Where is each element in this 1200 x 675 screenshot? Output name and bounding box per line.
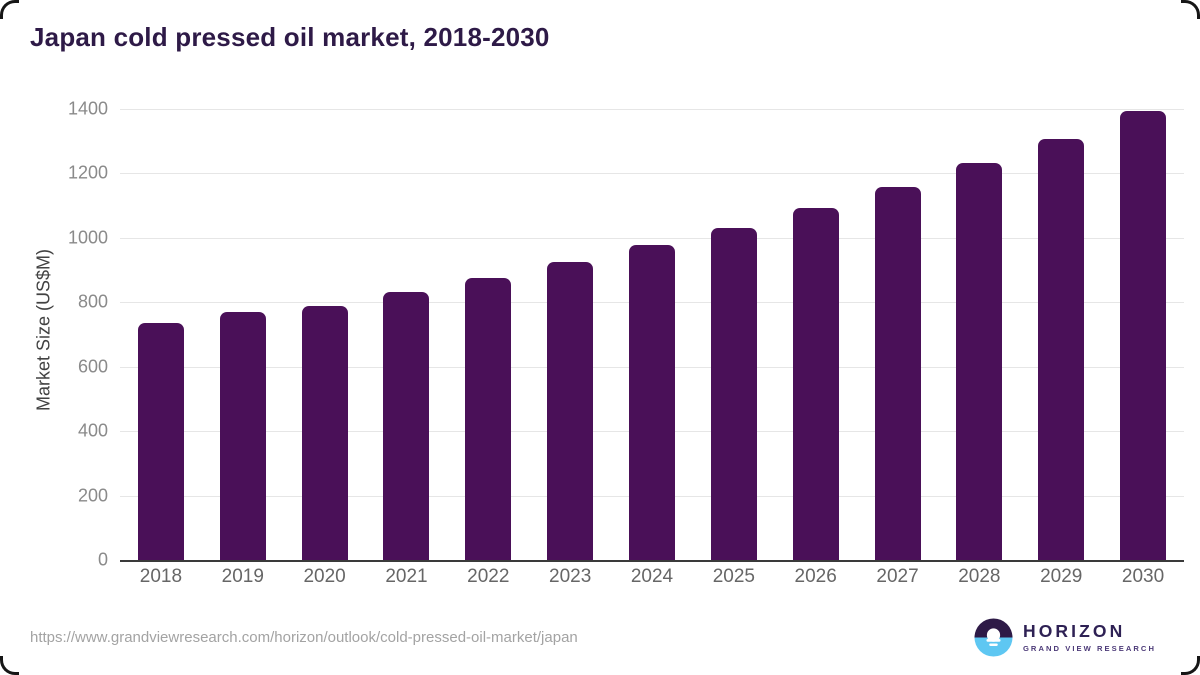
rounded-corner-top-right bbox=[1181, 0, 1200, 19]
horizon-logo-tagline: GRAND VIEW RESEARCH bbox=[1022, 643, 1156, 653]
x-tick-label-2028: 2028 bbox=[958, 566, 1001, 587]
x-tick-label-2020: 2020 bbox=[303, 566, 346, 587]
bar-2029 bbox=[1038, 138, 1085, 560]
x-axis-tick-labels: 2018 2019 2020 2021 2022 2023 2024 2025 2026 2027… bbox=[120, 566, 1184, 588]
bar-2022 bbox=[465, 277, 512, 560]
bar-2024 bbox=[628, 245, 675, 560]
rounded-corner-top-left bbox=[0, 0, 19, 19]
bar-slot-2020 bbox=[284, 109, 366, 560]
source-url: https://www.grandviewresearch.com/horizo… bbox=[30, 629, 578, 646]
y-tick-label-400: 400 bbox=[77, 420, 108, 441]
bar-slot-2030 bbox=[1102, 109, 1184, 560]
x-tick-label-2030: 2030 bbox=[1121, 566, 1165, 587]
rounded-corner-bottom-right bbox=[1181, 656, 1200, 675]
gridline-1200 bbox=[120, 173, 1184, 175]
plot-area bbox=[120, 109, 1184, 562]
horizon-logo-name: HORIZON bbox=[1022, 621, 1126, 642]
bar-slot-2027 bbox=[857, 109, 939, 560]
bar-2026 bbox=[792, 208, 839, 560]
bar-series bbox=[120, 109, 1184, 560]
bar-2030 bbox=[1120, 110, 1167, 560]
bar-2020 bbox=[301, 305, 348, 560]
bar-2023 bbox=[547, 262, 594, 560]
gridline-1400 bbox=[120, 109, 1184, 110]
bar-2028 bbox=[956, 163, 1003, 560]
x-tick-label-2025: 2025 bbox=[712, 566, 755, 587]
bar-slot-2018 bbox=[120, 109, 202, 560]
x-tick-label-2024: 2024 bbox=[630, 566, 674, 587]
bar-slot-2029 bbox=[1020, 109, 1102, 560]
bar-slot-2026 bbox=[775, 109, 857, 560]
y-axis-tick-labels: 0 200 400 600 800 1000 1200 1400 bbox=[0, 99, 108, 570]
x-tick-label-2018: 2018 bbox=[139, 566, 183, 587]
y-tick-label-200: 200 bbox=[77, 485, 108, 506]
horizon-logo: HORIZON GRAND VIEW RESEARCH bbox=[974, 618, 1156, 657]
bar-2025 bbox=[710, 227, 757, 560]
y-tick-label-800: 800 bbox=[77, 291, 108, 312]
y-tick-label-1000: 1000 bbox=[67, 227, 108, 248]
chart-title: Japan cold pressed oil market, 2018-2030 bbox=[30, 22, 550, 52]
bar-2019 bbox=[219, 311, 266, 560]
x-tick-label-2021: 2021 bbox=[385, 566, 428, 587]
bar-slot-2023 bbox=[529, 109, 611, 560]
bar-slot-2019 bbox=[202, 109, 284, 560]
x-tick-label-2023: 2023 bbox=[549, 566, 592, 587]
x-tick-label-2027: 2027 bbox=[876, 566, 919, 587]
bar-slot-2024 bbox=[611, 109, 693, 560]
x-tick-label-2029: 2029 bbox=[1040, 566, 1083, 587]
horizon-logo-icon bbox=[974, 618, 1013, 657]
bar-2027 bbox=[874, 186, 921, 560]
x-tick-label-2022: 2022 bbox=[467, 566, 510, 587]
bar-slot-2028 bbox=[938, 109, 1020, 560]
y-tick-label-1400: 1400 bbox=[67, 98, 108, 119]
bar-slot-2022 bbox=[447, 109, 529, 560]
y-tick-label-1200: 1200 bbox=[67, 162, 108, 183]
bar-2018 bbox=[137, 323, 184, 560]
y-tick-label-0: 0 bbox=[97, 549, 108, 570]
gridline-1000 bbox=[120, 237, 1184, 239]
x-tick-label-2019: 2019 bbox=[221, 566, 264, 587]
bar-2021 bbox=[383, 291, 430, 560]
x-tick-label-2026: 2026 bbox=[794, 566, 837, 587]
horizon-logo-text: HORIZON GRAND VIEW RESEARCH bbox=[1022, 621, 1156, 653]
bar-slot-2021 bbox=[366, 109, 448, 560]
bar-slot-2025 bbox=[693, 109, 775, 560]
y-tick-label-600: 600 bbox=[77, 356, 108, 377]
rounded-corner-bottom-left bbox=[0, 656, 19, 675]
